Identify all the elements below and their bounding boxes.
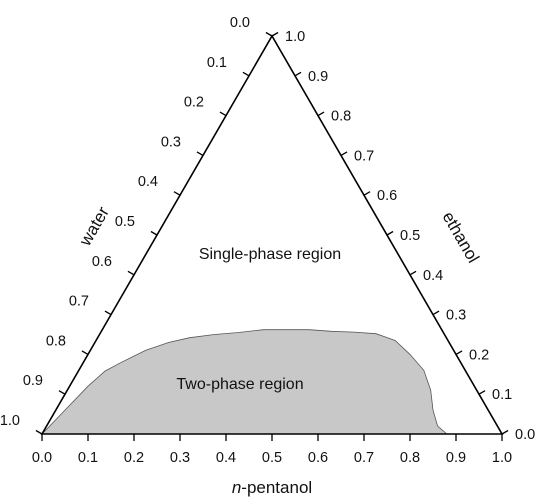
left-tick-label: 0.8 [46,333,66,349]
left-tick-label: 0.9 [23,373,43,389]
bottom-tick-label: 0.5 [262,450,282,466]
left-tick [104,310,112,316]
bottom-tick-label: 0.9 [446,450,466,466]
bottom-tick-label: 0.4 [216,450,236,466]
bottom-tick-label: 0.8 [400,450,420,466]
bottom-axis-ticks: 0.0 0.1 0.2 0.3 0.4 0.5 0.6 0.7 0.8 0.9 1.0 [32,434,512,466]
two-phase-region-area [41,329,448,435]
left-tick-label: 0.1 [207,55,227,71]
left-tick-label: 0.6 [92,254,112,270]
left-tick-label: 0.7 [69,294,89,310]
right-tick-label: 0.5 [400,228,420,244]
right-tick-label: 0.8 [331,109,351,125]
right-tick [409,270,417,276]
single-phase-region-label: Single-phase region [199,246,341,263]
right-tick [432,310,440,316]
left-tick [219,111,227,117]
right-tick-label: 0.4 [423,268,443,284]
left-axis-ticks: 0.0 0.1 0.2 0.3 0.4 0.5 0.6 0.7 0.8 0.9 1.0 [0,15,273,435]
left-tick [265,31,273,37]
left-tick-label: 0.3 [161,134,181,150]
right-tick [294,71,302,77]
left-tick-label: 0.2 [184,95,204,111]
bottom-tick-label: 0.3 [170,450,190,466]
right-tick [271,31,279,37]
two-phase-region-label: Two-phase region [176,376,303,393]
left-tick [81,350,89,355]
right-tick [340,151,348,156]
right-tick-label: 0.0 [515,427,535,443]
right-tick-label: 0.2 [469,347,489,363]
left-axis-label: water [75,203,113,250]
bottom-tick-label: 0.1 [78,450,98,466]
right-tick-label: 0.9 [308,69,328,85]
right-tick-label: 0.3 [446,308,466,324]
left-tick-label: 0.5 [115,214,135,230]
right-tick [455,350,463,355]
bottom-tick-label: 0.2 [124,450,144,466]
right-tick [363,191,371,196]
left-tick-label: 0.0 [230,15,250,31]
right-tick-label: 1.0 [285,29,305,45]
left-tick [150,230,158,236]
left-tick [196,151,204,156]
left-tick [242,71,250,77]
left-tick [58,390,66,395]
right-tick-label: 0.1 [492,387,512,403]
right-tick [386,230,394,236]
bottom-tick-label: 0.6 [308,450,328,466]
left-tick [173,191,181,196]
right-tick-label: 0.6 [377,188,397,204]
left-tick [35,429,43,435]
left-tick-label: 1.0 [0,413,20,429]
right-axis-ticks: 0.0 0.1 0.2 0.3 0.4 0.5 0.6 0.7 0.8 0.9 1.0 [271,29,535,443]
right-tick-label: 0.7 [354,148,374,164]
right-tick [317,111,325,117]
right-axis-label: ethanol [439,208,483,266]
bottom-axis-label: n-pentanol [232,478,312,497]
left-tick-label: 0.4 [138,174,158,190]
bottom-tick-label: 0.0 [32,450,52,466]
bottom-tick-label: 1.0 [492,450,512,466]
right-tick [501,429,509,435]
left-tick [127,270,135,276]
bottom-tick-label: 0.7 [354,450,374,466]
right-tick [478,390,486,395]
